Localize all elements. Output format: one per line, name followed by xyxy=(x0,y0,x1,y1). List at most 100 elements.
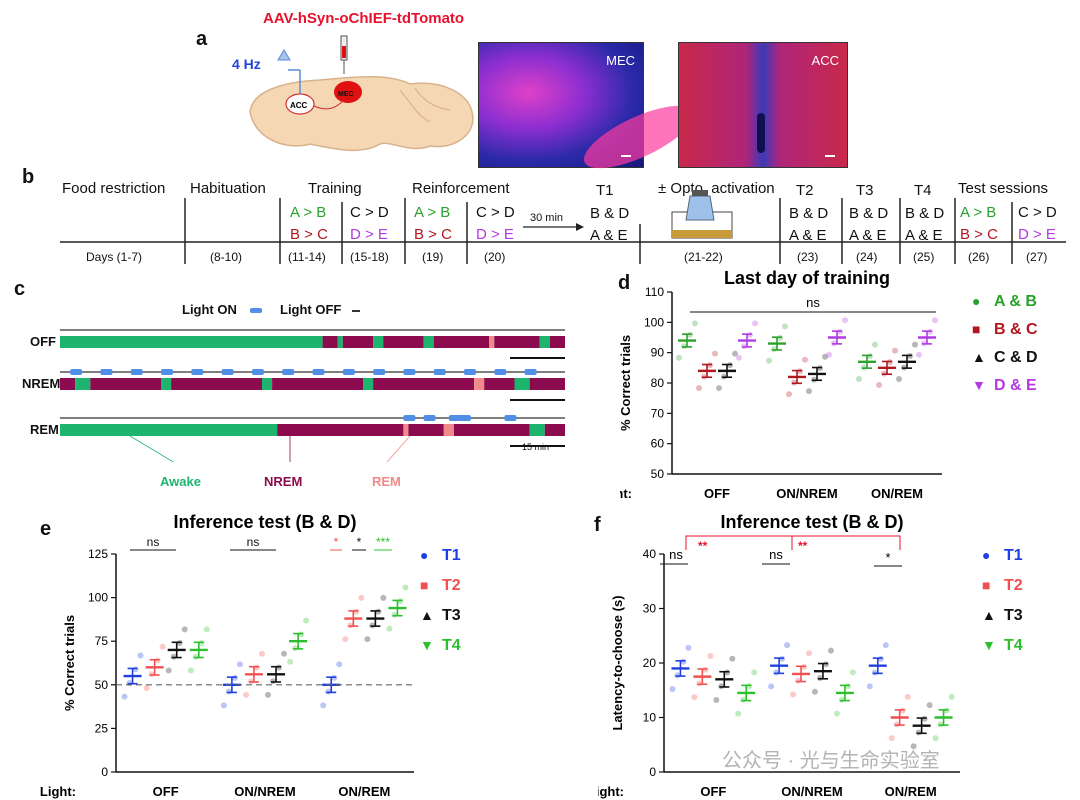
data-point xyxy=(380,594,387,601)
acc-image-label: ACC xyxy=(811,53,839,68)
header-t3: T3 xyxy=(856,182,874,199)
pointer-rem xyxy=(386,435,411,462)
days-21-22: (21-22) xyxy=(684,250,723,264)
data-point xyxy=(782,323,788,330)
hypnogram-segment xyxy=(408,424,444,436)
data-point xyxy=(926,702,933,709)
panel-letter-e: e xyxy=(40,518,52,540)
data-point xyxy=(669,686,676,693)
data-point xyxy=(842,317,848,324)
y-tick-label: 70 xyxy=(651,406,665,420)
days-11-14: (11-14) xyxy=(288,250,326,264)
panel-letter-b: b xyxy=(22,166,35,188)
brain-schematic: ACC MEC xyxy=(249,35,474,152)
x-category-label: OFF xyxy=(704,486,730,501)
y-tick-label: 30 xyxy=(643,602,657,616)
training-ab: A > B xyxy=(290,204,327,221)
state-awake-label: Awake xyxy=(160,474,201,489)
chart-title: Inference test (B & D) xyxy=(173,512,356,532)
data-point xyxy=(265,691,272,698)
x-prefix-label: Light: xyxy=(598,784,624,799)
hypnogram-segment xyxy=(529,378,565,390)
y-tick-label: 50 xyxy=(651,467,665,481)
t3-ae: A & E xyxy=(849,227,887,244)
data-point xyxy=(856,375,862,382)
scale-15min: 15 min xyxy=(522,442,550,452)
hypnogram-segment xyxy=(484,378,515,390)
legend-label: A & B xyxy=(994,293,1037,310)
brain-mec-label: MEC xyxy=(338,91,354,98)
legend-marker: ● xyxy=(982,547,990,563)
x-category-label: ON/NREM xyxy=(234,784,295,799)
panel-letter-a: a xyxy=(196,28,208,50)
state-rem-label: REM xyxy=(372,474,401,489)
legend-light-off-swatch xyxy=(352,310,360,312)
data-point xyxy=(912,341,918,348)
hypnogram-segment xyxy=(514,378,530,390)
data-point xyxy=(784,642,791,649)
timeline-lines xyxy=(60,190,1066,264)
hypnogram-segment xyxy=(529,424,545,436)
light-on-pulse xyxy=(403,369,416,375)
sig-bracket xyxy=(685,535,901,550)
row-label-rem: REM xyxy=(30,422,59,437)
light-on-pulse xyxy=(70,369,83,375)
data-point xyxy=(736,354,742,361)
data-point xyxy=(258,650,265,657)
training-bc: B > C xyxy=(290,226,328,243)
data-point xyxy=(707,653,714,660)
data-point xyxy=(948,693,955,700)
data-point xyxy=(766,357,772,364)
legend-marker: ▲ xyxy=(972,349,986,365)
chart-title: Inference test (B & D) xyxy=(720,512,903,532)
y-axis-label: % Correct trials xyxy=(62,615,77,711)
days-24: (24) xyxy=(856,250,878,264)
light-on-pulse xyxy=(504,415,517,421)
header-t2: T2 xyxy=(796,182,814,199)
virus-label: AAV-hSyn-oChIEF-tdTomato xyxy=(263,10,465,27)
header-t4: T4 xyxy=(914,182,932,199)
light-on-pulse xyxy=(403,415,416,421)
data-point xyxy=(888,735,895,742)
light-on-pulse xyxy=(312,369,325,375)
hypnogram-segment xyxy=(549,336,565,348)
data-point xyxy=(676,354,682,361)
row-label-off: OFF xyxy=(30,334,56,349)
data-point xyxy=(287,658,294,665)
hypnogram-segment xyxy=(322,336,338,348)
data-point xyxy=(281,650,288,657)
legend-marker: ▼ xyxy=(420,637,434,653)
panel-letter-f: f xyxy=(594,514,601,536)
x-prefix-label: Light: xyxy=(620,486,632,501)
data-point xyxy=(896,375,902,382)
hypnogram-segment xyxy=(75,378,91,390)
panel-letter-d: d xyxy=(618,272,631,294)
y-tick-label: 40 xyxy=(643,547,657,561)
x-category-label: OFF xyxy=(153,784,179,799)
header-habituation: Habituation xyxy=(190,180,266,197)
light-on-pulse xyxy=(494,369,507,375)
days-20: (20) xyxy=(484,250,506,264)
mec-micrograph: MEC xyxy=(478,42,702,181)
data-point xyxy=(386,625,393,632)
y-tick-label: 20 xyxy=(643,656,657,670)
hypnogram-segment xyxy=(383,336,424,348)
hypnogram-segment xyxy=(494,336,540,348)
data-point xyxy=(732,350,738,357)
training-de: D > E xyxy=(350,226,388,243)
data-point xyxy=(882,642,889,649)
midline-gap xyxy=(757,113,765,153)
y-tick-label: 0 xyxy=(101,765,108,779)
hypnogram-segment xyxy=(60,336,323,348)
y-tick-label: 50 xyxy=(95,678,109,692)
scale-bar xyxy=(825,155,835,157)
x-category-label: ON/REM xyxy=(871,486,923,501)
y-tick-label: 75 xyxy=(95,634,109,648)
data-point xyxy=(402,584,409,591)
state-nrem-label: NREM xyxy=(264,474,303,489)
data-point xyxy=(236,661,243,668)
hypnogram-segment xyxy=(262,378,273,390)
legend-marker: ▼ xyxy=(982,637,996,653)
light-on-pulse xyxy=(458,415,471,421)
days-19: (19) xyxy=(422,250,444,264)
